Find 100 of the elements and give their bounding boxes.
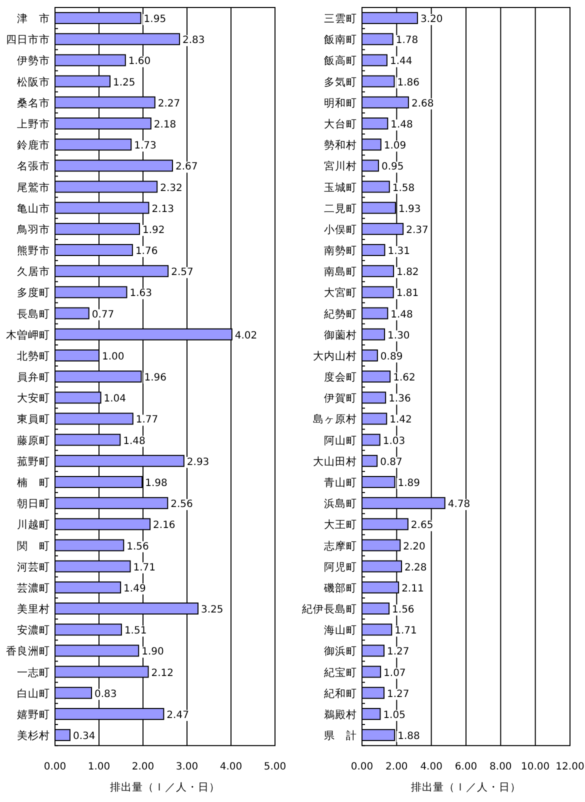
y-tick-label: 上野市 xyxy=(17,117,50,130)
data-label: 2.37 xyxy=(406,224,428,236)
y-tick-label: 大台町 xyxy=(324,117,357,130)
y-tick-label: 香良洲町 xyxy=(6,644,50,658)
data-label: 1.03 xyxy=(382,436,406,447)
y-tick-label: 伊賀町 xyxy=(324,392,357,405)
y-tick-label: 久居市 xyxy=(17,265,50,278)
data-label: 1.30 xyxy=(388,330,410,342)
data-label: 1.25 xyxy=(113,77,136,88)
data-label: 1.88 xyxy=(398,731,420,742)
data-label: 2.20 xyxy=(403,541,426,552)
y-tick-label: 多気町 xyxy=(324,76,357,88)
x-tick-label: 8.00 xyxy=(490,762,512,773)
data-label: 2.27 xyxy=(158,98,180,110)
y-tick-label: 紀宝町 xyxy=(324,666,357,679)
data-label: 1.86 xyxy=(397,77,420,88)
y-tick-label: 芸濃町 xyxy=(17,581,50,594)
y-tick-label: 紀和町 xyxy=(324,686,357,700)
data-label: 2.12 xyxy=(151,668,174,679)
y-tick-label: 阿山町 xyxy=(324,434,357,447)
y-tick-label: 東員町 xyxy=(17,412,50,426)
data-label: 1.04 xyxy=(104,394,126,405)
y-tick-label: 宮川村 xyxy=(324,160,357,173)
data-label: 1.56 xyxy=(126,541,149,552)
data-label: 1.07 xyxy=(384,668,406,679)
y-tick-label: 大王町 xyxy=(324,518,357,532)
y-tick-label: 南勢町 xyxy=(324,244,357,258)
data-label: 2.13 xyxy=(152,204,174,215)
y-tick-label: 津 市 xyxy=(17,12,50,26)
y-tick-label: 明和町 xyxy=(324,96,357,110)
y-tick-label: 磯部町 xyxy=(323,581,357,594)
y-tick-label: 員弁町 xyxy=(17,370,50,384)
data-label: 1.96 xyxy=(144,372,167,384)
x-axis-title: 排出量（ｌ／人・日） xyxy=(411,780,521,794)
data-label: 1.98 xyxy=(145,478,168,489)
x-tick-label: 4.00 xyxy=(420,762,442,773)
y-tick-label: 浜島町 xyxy=(324,497,357,510)
y-tick-label: 飯高町 xyxy=(324,54,357,68)
data-label: 1.48 xyxy=(123,436,146,447)
y-tick-label: 二見町 xyxy=(324,202,357,215)
data-label: 1.76 xyxy=(135,246,158,258)
data-label: 1.42 xyxy=(390,414,412,426)
y-tick-label: 関 町 xyxy=(17,540,50,552)
y-tick-label: 勢和村 xyxy=(324,138,357,152)
y-tick-label: 菰野町 xyxy=(17,454,50,468)
y-tick-label: 名張市 xyxy=(17,160,50,173)
data-label: 1.44 xyxy=(390,56,412,68)
y-tick-label: 紀勢町 xyxy=(324,307,357,320)
y-tick-label: 伊勢市 xyxy=(17,54,50,68)
y-tick-label: 島ヶ原村 xyxy=(313,412,357,426)
data-label: 2.67 xyxy=(175,162,198,173)
y-tick-label: 県 計 xyxy=(324,729,357,742)
data-label: 1.71 xyxy=(394,626,417,637)
y-tick-label: 大宮町 xyxy=(324,286,357,300)
x-tick-label: 10.00 xyxy=(521,762,550,773)
y-tick-label: 木曽岬町 xyxy=(6,328,50,342)
data-label: 2.65 xyxy=(410,520,434,532)
x-tick-label: 2.00 xyxy=(132,762,154,773)
y-tick-label: 志摩町 xyxy=(324,539,357,552)
data-label: 1.00 xyxy=(102,351,124,362)
data-label: 3.25 xyxy=(201,604,224,616)
data-label: 1.60 xyxy=(128,56,151,68)
data-label: 1.82 xyxy=(396,267,419,278)
data-label: 1.51 xyxy=(124,626,147,637)
data-label: 4.02 xyxy=(234,330,258,342)
y-tick-label: 三雲町 xyxy=(324,13,357,26)
data-label: 1.48 xyxy=(390,119,413,130)
data-label: 1.05 xyxy=(383,710,406,721)
data-label: 1.27 xyxy=(387,646,410,658)
data-label: 0.87 xyxy=(380,456,402,468)
data-label: 1.71 xyxy=(133,562,156,574)
data-label: 1.89 xyxy=(398,478,420,489)
x-tick-label: 4.00 xyxy=(220,762,242,773)
y-tick-label: 藤原町 xyxy=(17,434,50,447)
data-label: 0.89 xyxy=(380,351,403,362)
data-label: 1.48 xyxy=(390,309,413,320)
y-tick-label: 鳥羽市 xyxy=(16,222,50,236)
y-tick-label: 嬉野町 xyxy=(17,708,50,721)
data-label: 1.90 xyxy=(142,646,164,658)
data-label: 1.93 xyxy=(398,204,421,215)
y-tick-label: 亀山市 xyxy=(17,202,50,215)
data-label: 2.68 xyxy=(411,98,434,110)
y-tick-label: 紀伊長島町 xyxy=(302,602,357,616)
data-label: 0.83 xyxy=(94,688,117,700)
data-label: 0.95 xyxy=(381,162,404,173)
data-label: 2.83 xyxy=(182,35,205,46)
x-tick-label: 6.00 xyxy=(454,762,478,773)
y-tick-label: 北勢町 xyxy=(17,349,50,362)
y-tick-label: 大山田村 xyxy=(313,454,357,468)
y-tick-label: 小俣町 xyxy=(324,222,357,236)
y-tick-label: 河芸町 xyxy=(17,560,50,574)
y-tick-label: 御薗村 xyxy=(324,328,357,342)
y-tick-label: 熊野市 xyxy=(17,244,50,258)
data-label: 0.77 xyxy=(92,309,114,320)
y-tick-label: 松阪市 xyxy=(17,75,50,88)
y-tick-label: 安濃町 xyxy=(17,624,50,637)
data-label: 1.27 xyxy=(387,688,410,700)
x-tick-label: 12.00 xyxy=(556,762,584,773)
y-tick-label: 飯南町 xyxy=(324,33,357,46)
data-label: 2.28 xyxy=(404,562,427,574)
